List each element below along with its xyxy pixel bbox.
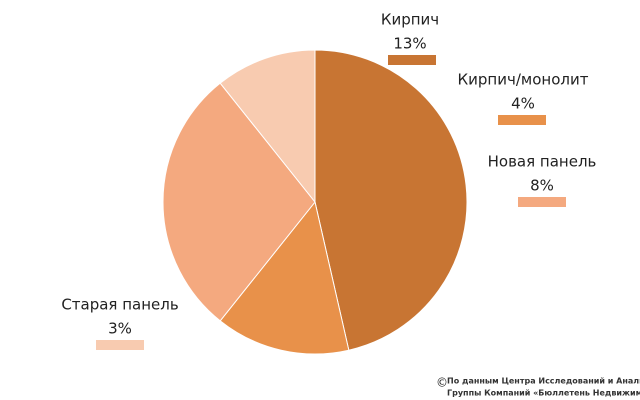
label-swatch: [518, 197, 566, 207]
source-line: По данным Центра Исследований и Аналитик…: [447, 377, 640, 386]
label-swatch: [96, 340, 144, 350]
pie-slice: [314, 49, 468, 351]
slice-label: Кирпич/монолит: [458, 71, 589, 89]
value-label: 4%: [511, 95, 535, 113]
source-line: Группы Компаний «Бюллетень Недвижимости»: [447, 389, 640, 398]
value-label: 8%: [530, 177, 554, 195]
pie-slice: [162, 82, 316, 322]
pie-slice: [219, 49, 316, 204]
value-label: 3%: [108, 320, 132, 338]
slice-label: Новая панель: [488, 153, 597, 171]
copyright: ©: [436, 376, 448, 390]
label-swatch: [498, 115, 546, 125]
pie-slice: [219, 200, 350, 355]
slice-label: Старая панель: [61, 296, 178, 314]
slice-label: Кирпич: [381, 11, 439, 29]
value-label: 13%: [393, 35, 426, 53]
label-swatch: [388, 55, 436, 65]
